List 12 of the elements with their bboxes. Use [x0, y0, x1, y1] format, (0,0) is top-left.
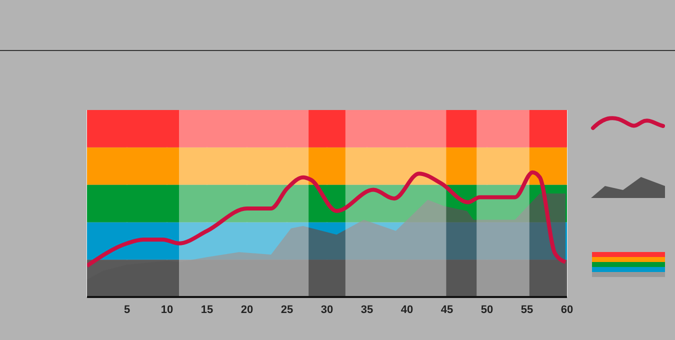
- x-tick-label: 55: [520, 304, 534, 316]
- x-tick-label: 20: [240, 304, 254, 316]
- x-tick-label: 45: [440, 304, 454, 316]
- x-tick-label: 35: [360, 304, 374, 316]
- x-tick-label: 5: [124, 304, 130, 316]
- x-tick-label: 30: [320, 304, 334, 316]
- x-tick-label: 10: [160, 304, 174, 316]
- x-tick-label: 15: [200, 304, 214, 316]
- x-tick-label: 40: [400, 304, 414, 316]
- x-tick-label: 25: [280, 304, 294, 316]
- x-tick-label: 60: [560, 304, 574, 316]
- x-tick-label: 50: [480, 304, 494, 316]
